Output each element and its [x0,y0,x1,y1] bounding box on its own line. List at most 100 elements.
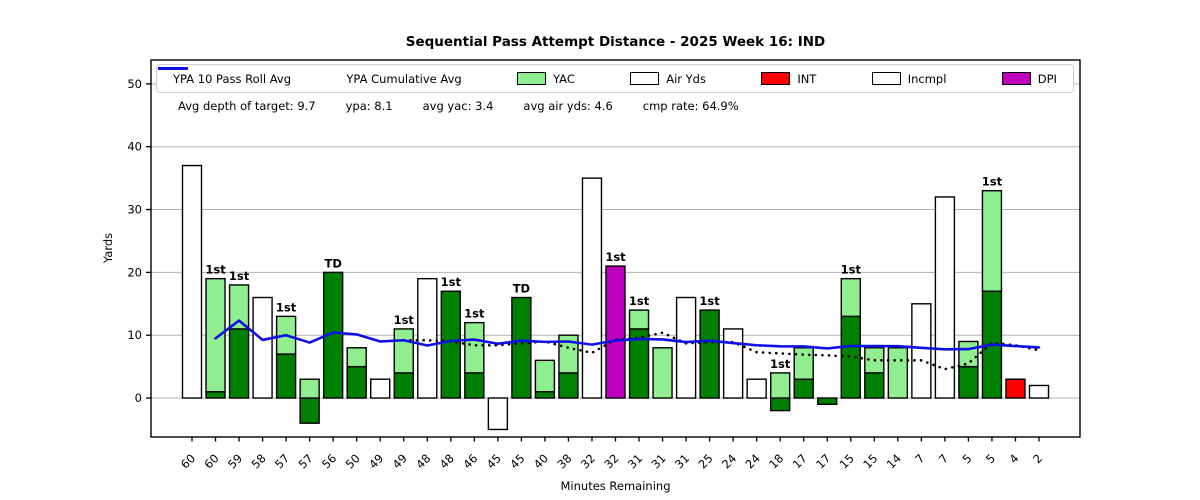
x-tick-label: 17 [790,451,810,471]
x-tick-label: 48 [413,451,433,471]
bar-tag-td: TD [513,282,530,296]
x-tick-label: 57 [296,451,316,471]
stats-line: Avg depth of target: 9.7 ypa: 8.1 avg yac:… [178,99,769,113]
bar-segment-incmpl [581,177,603,399]
legend-item-dpi: DPI [1001,71,1057,86]
x-tick-label: 7 [912,451,927,466]
incmpl-swatch [871,72,901,85]
blue-line-icon [158,67,188,70]
x-tick-label: 31 [648,451,668,471]
trend-lines [214,319,1041,371]
y-tick-label: 30 [127,203,142,217]
stat-cmp-rate: cmp rate: 64.9% [642,99,739,113]
x-tick-label: 14 [884,451,904,471]
bar-segment-cmp_air [346,365,367,399]
legend: YPA 10 Pass Roll Avg YPA Cumulative Avg … [156,64,1074,93]
bar-tag-1st: 1st [464,307,485,321]
stat-avg-yac: avg yac: 3.4 [422,99,494,113]
bar-segment-incmpl [370,378,391,399]
bar-segment-incmpl [746,378,767,399]
bar-segment-cmp_air [228,328,250,399]
legend-label: DPI [1037,71,1057,86]
bar-segment-yac [464,321,485,374]
bar-tag-1st: 1st [605,250,626,264]
legend-label: YPA Cumulative Avg [346,71,462,86]
x-tick-label: 25 [695,451,715,471]
bar-segment-incmpl [252,296,273,399]
x-axis-label: Minutes Remaining [560,479,671,493]
stat-ypa: ypa: 8.1 [345,99,393,113]
bar-segment-cmp_air [534,391,556,399]
bar-segment-cmp_air [464,372,485,399]
x-tick-label: 46 [460,451,480,471]
bar-segment-cmp_air [817,397,838,406]
int-swatch [761,72,791,85]
legend-item-int: INT [761,72,816,86]
x-tick-label: 49 [390,451,410,471]
x-tick-label: 7 [936,451,951,466]
y-tick-label: 20 [127,265,142,279]
bar-segment-yac [981,189,1003,292]
bar-tag-1st: 1st [699,294,720,308]
bar-segment-incmpl [417,277,438,399]
legend-item-air-yds: Air Yds [630,72,706,86]
bar-segment-yac [346,347,367,368]
bar-segment-incmpl [911,303,932,399]
x-tick-label: 60 [178,451,198,471]
bar-segment-cmp_air [558,372,579,399]
bar-segment-cmp_air [511,296,532,399]
plot-frame [150,59,1081,438]
bar-segment-cmp_air [699,309,720,399]
air-yds-swatch [630,72,660,85]
x-tick-label: 45 [507,451,527,471]
x-tick-label: 17 [813,451,833,471]
chart-title: Sequential Pass Attempt Distance - 2025 … [405,34,826,50]
rolling-avg-line [402,331,1041,371]
x-tick-label: 5 [983,451,998,466]
bar-segment-incmpl [675,296,697,399]
bar-segment-dpi [605,265,626,399]
x-tick-label: 32 [578,451,598,471]
x-tick-label: 32 [601,451,621,471]
y-tick-label: 10 [127,328,142,342]
x-tick-label: 40 [531,451,551,471]
x-tick-label: 58 [248,451,268,471]
bar-segment-int [1005,378,1026,399]
bar-tag-1st: 1st [629,294,650,308]
x-tick-label: 45 [484,451,504,471]
legend-item-incmpl: Incmpl [871,71,947,86]
bar-segment-cmp_air [793,378,814,399]
bar-tag-td: TD [324,256,341,270]
bar-segment-incmpl [487,397,509,431]
bar-segment-yac [228,284,250,330]
bar-segment-yac [558,334,579,374]
bar-segment-incmpl [722,328,744,399]
bar-tag-1st: 1st [841,263,862,277]
x-tick-label: 60 [201,451,221,471]
legend-label: YAC [553,71,575,86]
stat-avg-air-yds: avg air yds: 4.6 [523,99,613,113]
x-tick-label: 59 [225,451,245,471]
bar-segment-cmp_air [440,290,462,399]
bar-tag-1st: 1st [770,357,791,371]
yac-swatch [517,72,547,85]
legend-item-cumulative-avg: YPA Cumulative Avg [158,67,462,86]
bar-segment-cmp_air [864,372,885,399]
bar-tag-1st: 1st [205,263,226,277]
bar-segment-yac [534,359,556,393]
x-tick-label: 49 [366,451,386,471]
bar-segment-cmp_air [205,391,226,399]
bar-segment-yac [793,347,814,380]
bar-tag-1st: 1st [229,269,250,283]
y-tick-label: 0 [135,391,142,405]
bar-segment-yac [393,328,414,374]
bar-segment-yac [205,277,226,393]
x-tick-label: 24 [743,451,763,471]
cumulative-avg-line [214,319,1041,351]
bar-segment-incmpl [1028,384,1050,399]
y-tick-label: 50 [127,77,142,91]
bar-tag-1st: 1st [276,300,297,314]
bar-tag-1st: 1st [394,313,415,327]
legend-label: Incmpl [907,71,947,86]
